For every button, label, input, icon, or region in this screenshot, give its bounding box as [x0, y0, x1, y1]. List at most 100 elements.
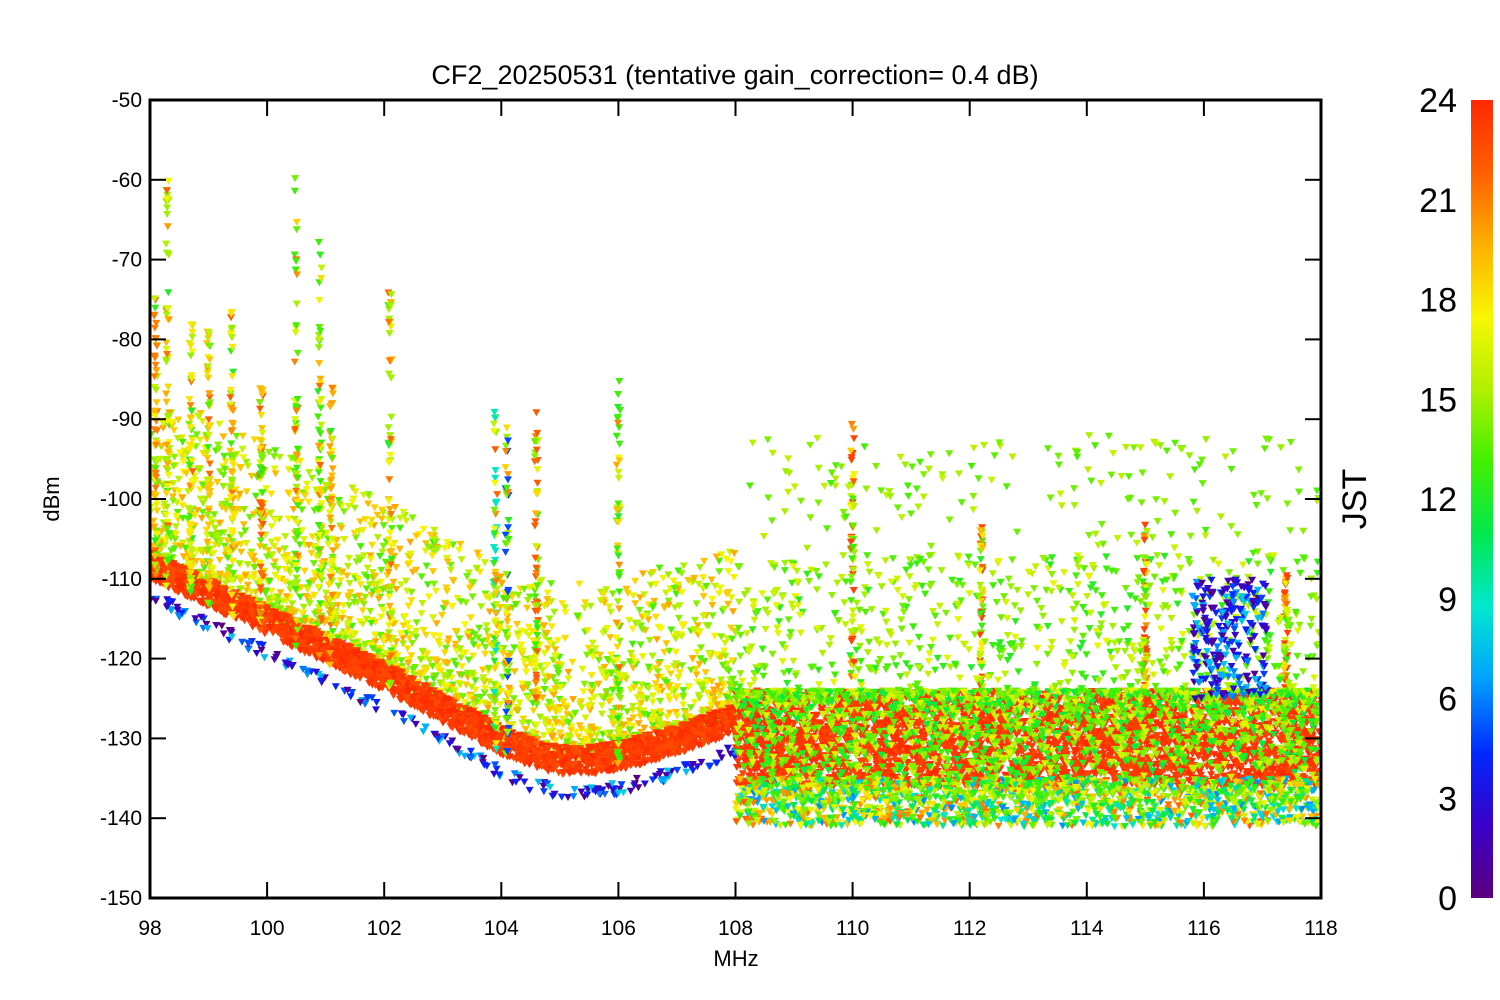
data-point [548, 623, 556, 630]
data-point [267, 491, 275, 498]
data-point [373, 699, 381, 706]
data-point [237, 464, 245, 471]
data-point [646, 637, 654, 644]
data-point [639, 653, 647, 660]
data-point [458, 663, 466, 670]
data-point [569, 659, 577, 666]
data-point [575, 581, 583, 588]
data-point [352, 534, 360, 541]
data-point [337, 525, 345, 532]
data-point [582, 714, 590, 721]
data-point [730, 550, 738, 557]
data-point [467, 614, 475, 621]
data-point [268, 523, 276, 530]
data-point [357, 543, 365, 550]
data-point [614, 644, 622, 651]
data-point [631, 600, 639, 607]
data-point [170, 427, 178, 434]
data-point [715, 568, 723, 575]
data-point [357, 581, 365, 588]
data-point [233, 433, 241, 440]
data-point [544, 590, 552, 597]
data-point [345, 555, 353, 562]
data-point [371, 504, 379, 511]
data-point [243, 488, 251, 495]
data-point [627, 788, 635, 795]
data-point [609, 590, 617, 597]
data-point [179, 439, 187, 446]
data-point [482, 644, 490, 651]
data-point [438, 612, 446, 619]
data-point [693, 600, 701, 607]
data-point [305, 499, 313, 506]
data-point [578, 666, 586, 673]
data-point [219, 433, 227, 440]
data-point [649, 699, 657, 706]
data-point [730, 574, 738, 581]
data-point [380, 522, 388, 529]
data-point [629, 641, 637, 648]
data-point [672, 591, 680, 598]
data-point [367, 556, 375, 563]
data-point [220, 630, 228, 637]
data-point [689, 655, 697, 662]
data-point [419, 728, 427, 735]
data-point [359, 607, 367, 614]
data-point [452, 662, 460, 669]
data-point [324, 541, 332, 548]
data-point [581, 681, 589, 688]
data-point [486, 609, 494, 616]
data-point [332, 683, 340, 690]
data-point [625, 617, 633, 624]
data-point [367, 620, 375, 627]
data-point [660, 649, 668, 656]
data-point [550, 609, 558, 616]
data-point [290, 506, 298, 513]
data-point [595, 657, 603, 664]
data-point [270, 453, 278, 460]
data-point [513, 621, 521, 628]
data-point [412, 721, 420, 728]
data-point [198, 515, 206, 522]
data-point [219, 483, 227, 490]
data-point [656, 565, 664, 572]
data-point [340, 536, 348, 543]
data-point [583, 652, 591, 659]
data-point [614, 598, 622, 605]
data-point [561, 635, 569, 642]
data-point [304, 586, 312, 593]
data-point [425, 593, 433, 600]
data-point [641, 781, 649, 788]
data-point [392, 564, 400, 571]
data-point [310, 560, 318, 567]
data-point [477, 603, 485, 610]
data-point [689, 767, 697, 774]
data-point [261, 630, 269, 637]
data-point [379, 543, 387, 550]
data-point [465, 657, 473, 664]
data-point [693, 671, 701, 678]
data-point [447, 567, 455, 574]
data-point [375, 596, 383, 603]
data-point [682, 769, 690, 776]
data-point [520, 779, 528, 786]
data-point [693, 649, 701, 656]
data-point [413, 619, 421, 626]
data-point [481, 559, 489, 566]
data-point [558, 794, 566, 801]
data-point [546, 616, 554, 623]
data-point [400, 718, 408, 725]
data-point [378, 516, 386, 523]
data-point [396, 546, 404, 553]
data-point [561, 609, 569, 616]
data-point [396, 525, 404, 532]
data-point [360, 601, 368, 608]
data-point [390, 692, 398, 699]
data-point [418, 610, 426, 617]
data-point [298, 506, 306, 513]
data-point [514, 634, 522, 641]
data-point [281, 533, 289, 540]
data-point [213, 479, 221, 486]
data-point [466, 585, 474, 592]
data-point [711, 633, 719, 640]
